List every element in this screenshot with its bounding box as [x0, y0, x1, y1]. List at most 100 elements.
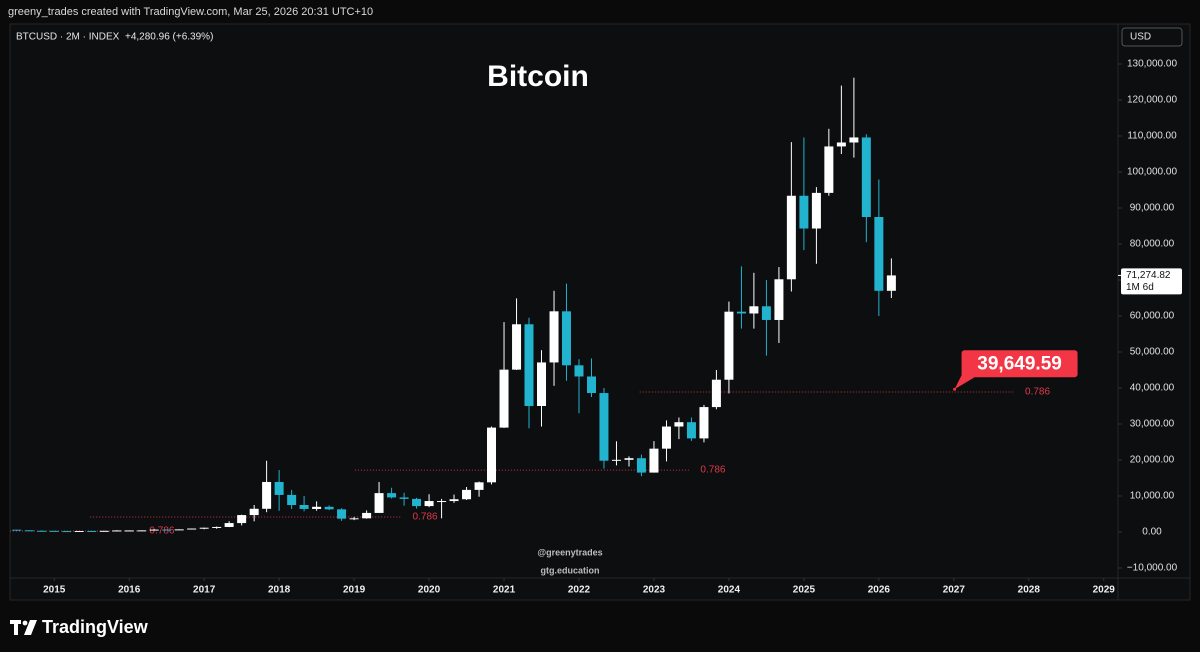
- candle-body: [12, 529, 22, 531]
- x-tick-label: 2023: [643, 585, 666, 596]
- candle: [636, 454, 646, 477]
- candle-body: [474, 482, 484, 490]
- candle: [212, 526, 222, 529]
- candle-body: [561, 311, 571, 366]
- candle: [49, 530, 59, 532]
- candle: [274, 470, 284, 511]
- candle-body: [811, 192, 821, 229]
- candle-body: [37, 530, 47, 532]
- candle-body: [162, 529, 172, 531]
- x-tick-label: 2026: [868, 585, 891, 596]
- candle: [799, 137, 809, 251]
- candle: [187, 528, 197, 530]
- candle-body: [686, 422, 696, 439]
- candle-body: [374, 493, 384, 513]
- candle: [24, 530, 34, 532]
- y-tick-label: 10,000.00: [1130, 491, 1175, 502]
- x-tick-label: 2020: [418, 585, 441, 596]
- candle: [774, 267, 784, 343]
- candle: [849, 77, 859, 158]
- candle-body: [724, 311, 734, 380]
- candle-body: [274, 481, 284, 495]
- candle-body: [124, 530, 134, 532]
- candle: [649, 441, 659, 473]
- logo-stem: [14, 620, 18, 635]
- y-tick-label: 130,000.00: [1127, 59, 1177, 70]
- candle-body: [674, 422, 684, 427]
- y-tick-label: 40,000.00: [1130, 383, 1175, 394]
- candle: [62, 530, 72, 533]
- x-tick-label: 2025: [793, 585, 816, 596]
- candle-body: [524, 324, 534, 406]
- candle-body: [287, 494, 297, 505]
- candle: [661, 420, 671, 462]
- candle: [512, 298, 522, 370]
- currency: USD: [1130, 32, 1151, 43]
- chart-title: Bitcoin: [487, 60, 589, 93]
- candle: [824, 128, 834, 196]
- candle-body: [774, 279, 784, 320]
- fib-label: 0.786: [149, 526, 174, 537]
- watermark: gtg.education: [541, 565, 600, 575]
- y-tick-label: −10,000.00: [1127, 563, 1178, 574]
- candle: [137, 530, 147, 532]
- candle: [99, 530, 109, 532]
- candle: [224, 521, 234, 528]
- fib-label: 0.786: [413, 512, 438, 523]
- candle: [811, 187, 821, 264]
- candle: [674, 417, 684, 440]
- candle-body: [412, 498, 422, 507]
- candle-body: [874, 216, 884, 291]
- candle: [561, 283, 571, 381]
- candle: [861, 134, 871, 243]
- candle-body: [74, 530, 84, 532]
- candle-body: [62, 531, 72, 533]
- candle: [462, 486, 472, 500]
- candle-body: [224, 523, 234, 527]
- currency-box[interactable]: [1121, 27, 1183, 47]
- candle-body: [512, 324, 522, 370]
- y-tick-label: 60,000.00: [1130, 311, 1175, 322]
- candle: [174, 529, 184, 531]
- candle-body: [87, 530, 97, 532]
- candle: [599, 387, 609, 469]
- candle: [836, 85, 846, 154]
- change-legend: +4,280.96 (+6.39%): [125, 32, 213, 43]
- candle: [249, 504, 259, 522]
- footer-brand: TradingView: [42, 617, 149, 637]
- candle: [424, 494, 434, 508]
- candle: [299, 495, 309, 512]
- candle: [761, 279, 771, 356]
- y-tick-label: 120,000.00: [1127, 95, 1177, 106]
- candle-body: [212, 526, 222, 528]
- candle-body: [262, 481, 272, 509]
- candle: [12, 529, 22, 531]
- candle-body: [174, 529, 184, 531]
- candle: [587, 358, 597, 397]
- chart-panel: [9, 23, 1191, 601]
- x-tick-label: 2028: [1018, 585, 1041, 596]
- candle-body: [312, 506, 322, 509]
- candle: [337, 508, 347, 521]
- x-tick-label: 2019: [343, 585, 366, 596]
- candle: [499, 322, 509, 428]
- x-tick-label: 2027: [943, 585, 966, 596]
- candle-body: [824, 146, 834, 193]
- candle: [724, 301, 734, 394]
- candle-body: [387, 493, 397, 498]
- candle-body: [399, 497, 409, 499]
- candle-body: [836, 142, 846, 147]
- candle: [374, 481, 384, 513]
- candle-body: [574, 365, 584, 377]
- y-tick-label: 20,000.00: [1130, 455, 1175, 466]
- x-tick-label: 2021: [493, 585, 516, 596]
- logo-dot: [22, 620, 28, 626]
- candle-body: [112, 530, 122, 532]
- candle-body: [587, 376, 597, 394]
- y-tick-label: 0.00: [1142, 527, 1162, 538]
- candle-body: [537, 362, 547, 406]
- last-price-box: [1121, 268, 1182, 295]
- candle: [736, 266, 746, 329]
